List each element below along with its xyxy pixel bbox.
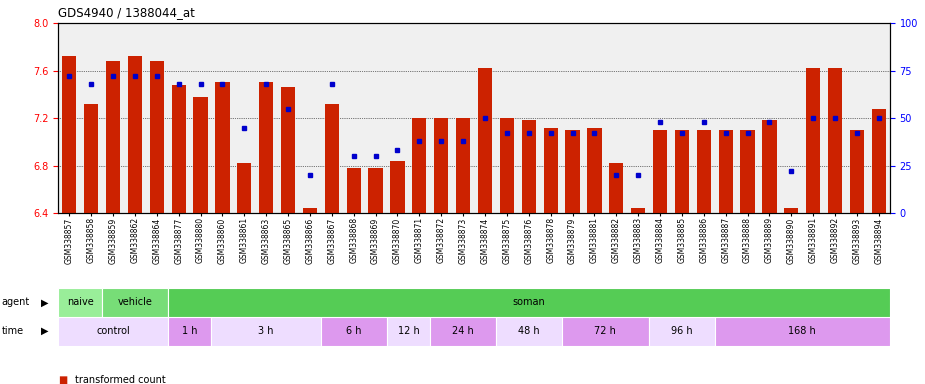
Bar [587,127,601,213]
Bar [478,68,492,213]
Bar [741,130,755,213]
Bar [302,209,317,213]
Text: 96 h: 96 h [672,326,693,336]
Text: 72 h: 72 h [595,326,616,336]
Bar [653,130,667,213]
Text: vehicle: vehicle [117,297,153,308]
Bar [828,68,843,213]
Text: ▶: ▶ [41,326,48,336]
Bar [58,288,102,317]
Text: time: time [2,326,24,336]
Bar [522,121,536,213]
Text: 3 h: 3 h [258,326,274,336]
Bar [237,163,252,213]
Bar [762,121,777,213]
Bar [610,163,623,213]
Bar [347,168,361,213]
Text: 48 h: 48 h [518,326,539,336]
Text: 6 h: 6 h [346,326,362,336]
Bar [413,118,426,213]
Bar [259,83,273,213]
Bar [697,130,711,213]
Bar [105,61,120,213]
Text: ▶: ▶ [41,297,48,308]
Bar [325,104,339,213]
Bar [167,288,890,317]
Text: ■: ■ [58,375,68,384]
Bar [58,317,167,346]
Bar [150,61,164,213]
Bar [871,109,886,213]
Bar [496,317,561,346]
Bar [561,317,649,346]
Text: naive: naive [67,297,93,308]
Bar [84,104,98,213]
Bar [390,161,404,213]
Bar [102,288,167,317]
Bar [807,68,820,213]
Bar [649,317,715,346]
Bar [456,118,470,213]
Text: 12 h: 12 h [398,326,419,336]
Bar [387,317,430,346]
Bar [193,97,207,213]
Bar [430,317,496,346]
Bar [171,85,186,213]
Bar [128,56,142,213]
Text: 1 h: 1 h [182,326,197,336]
Bar [212,317,321,346]
Text: transformed count: transformed count [75,375,166,384]
Bar [281,87,295,213]
Bar [321,317,387,346]
Bar [500,118,514,213]
Bar [544,127,558,213]
Text: control: control [96,326,130,336]
Bar [719,130,733,213]
Bar [565,130,580,213]
Text: agent: agent [2,297,31,308]
Text: soman: soman [512,297,545,308]
Bar [784,209,798,213]
Bar [62,56,77,213]
Bar [368,168,383,213]
Bar [850,130,864,213]
Bar [434,118,449,213]
Text: GDS4940 / 1388044_at: GDS4940 / 1388044_at [58,6,195,19]
Bar [715,317,890,346]
Text: 168 h: 168 h [788,326,816,336]
Bar [216,83,229,213]
Text: 24 h: 24 h [452,326,474,336]
Bar [631,209,646,213]
Bar [167,317,212,346]
Bar [675,130,689,213]
